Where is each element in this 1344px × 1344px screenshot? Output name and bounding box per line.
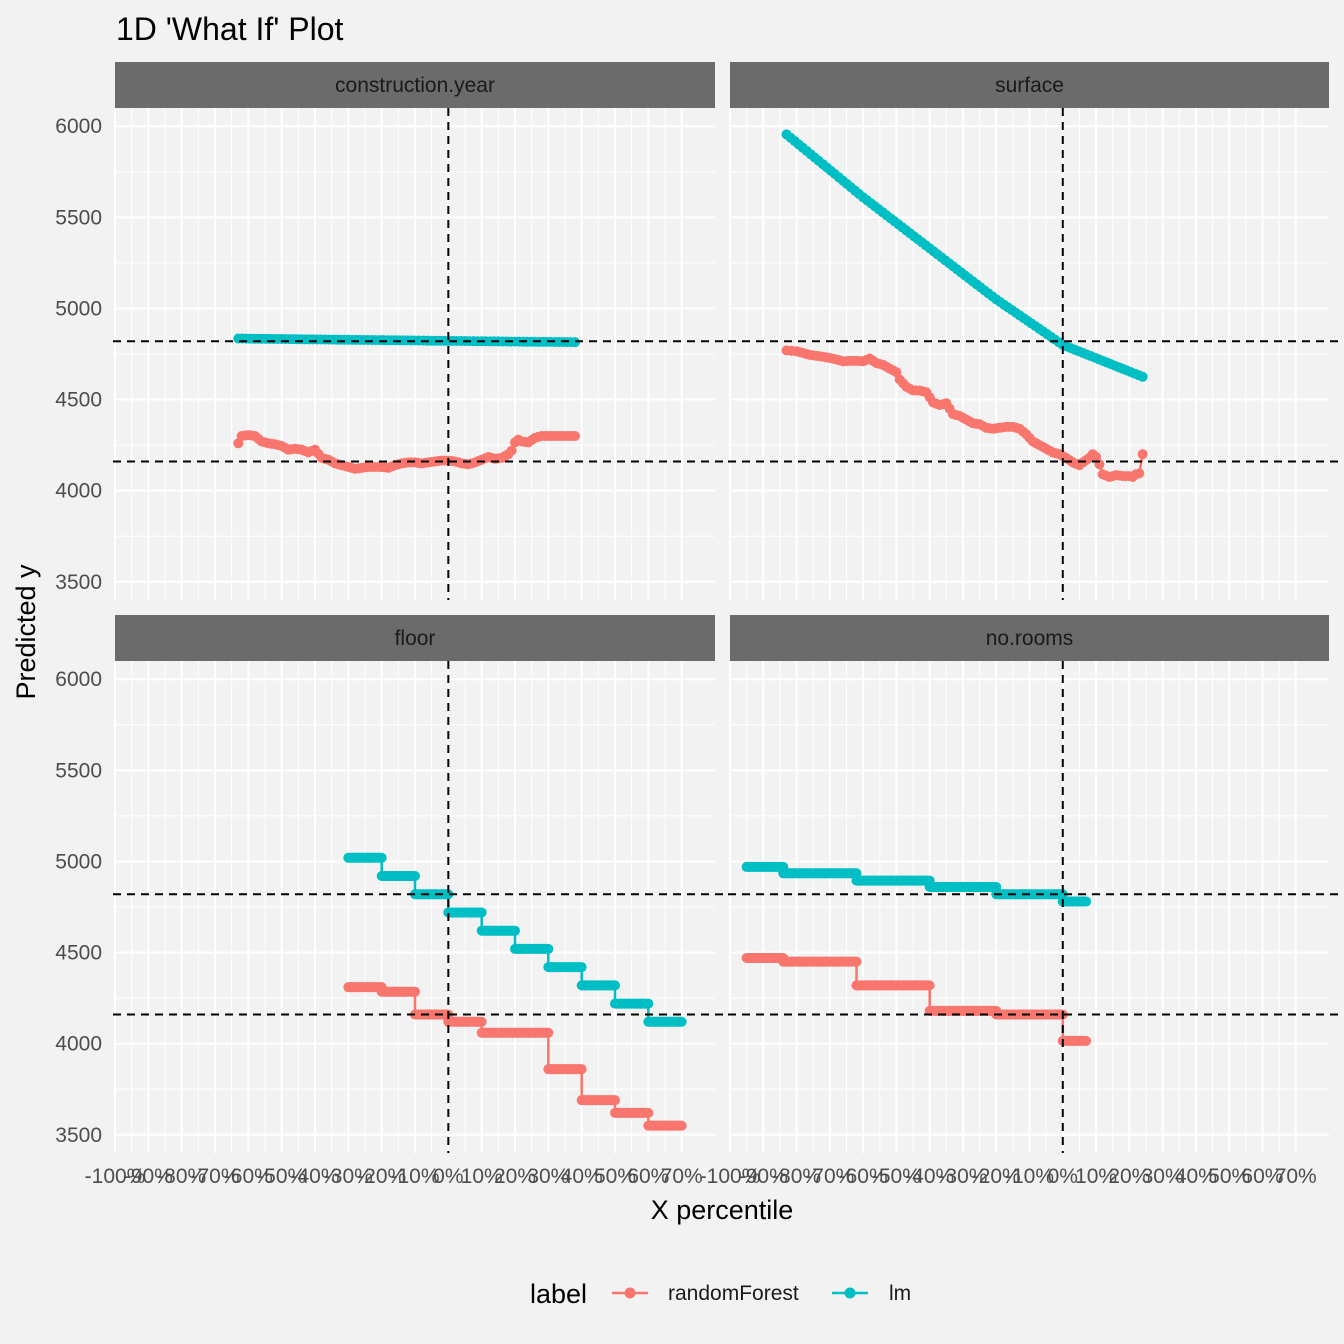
x-tick-label: 30% [527,1165,569,1188]
facet-strip [730,62,1329,108]
y-tick-label: 4000 [55,1033,102,1056]
legend-entry-randomForest: randomForest [612,1282,799,1305]
x-tick-label: -40% [905,1165,954,1188]
x-tick-label: 0% [433,1165,463,1188]
x-tick-label: -30% [324,1165,373,1188]
x-tick-label: 60% [627,1165,669,1188]
x-tick-label: -100% [85,1165,146,1188]
x-tick-label: -70% [190,1165,239,1188]
x-tick-label: 30% [1142,1165,1184,1188]
series-randomForest [781,345,1148,482]
x-tick-label: -100% [700,1165,761,1188]
series-lm [781,129,1148,382]
facet-no-rooms: no.rooms -100%-90%-80%-70%-60%-50%-40%-30… [700,615,1344,1188]
facet-panels: construction.year 3500 4000 4500 5000 5500 600… [55,62,1344,1188]
y-axis-title: Predicted y [11,564,41,700]
legend: label randomForest lm [530,1279,911,1309]
y-tick-label: 5500 [55,759,102,782]
x-tick-label: 40% [561,1165,603,1188]
facet-strip-label: construction.year [335,74,495,97]
facet-construction-year: construction.year 3500 4000 4500 5000 5500 600… [55,62,730,600]
legend-label: lm [889,1282,911,1305]
x-tick-label: -30% [938,1165,987,1188]
series-randomForest [233,430,580,474]
chart-title: 1D 'What If' Plot [116,11,344,47]
x-tick-label: -60% [224,1165,273,1188]
x-tick-label: -50% [872,1165,921,1188]
y-tick-label: 4500 [55,389,102,412]
x-tick-label: 10% [461,1165,503,1188]
x-tick-label: -70% [805,1165,854,1188]
x-tick-label: -10% [390,1165,439,1188]
x-tick-label: -10% [1005,1165,1054,1188]
y-tick-label: 4000 [55,480,102,503]
legend-label: randomForest [668,1282,799,1305]
x-tick-label: -90% [124,1165,173,1188]
x-tick-label: 50% [594,1165,636,1188]
series-lm [741,861,1092,907]
legend-entries: randomForest lm [612,1282,911,1305]
y-tick-label: 5000 [55,850,102,873]
data-point [1134,468,1145,479]
x-tick-label: -20% [357,1165,406,1188]
x-tick-label: -20% [972,1165,1021,1188]
x-tick-label: -80% [157,1165,206,1188]
y-tick-label: 6000 [55,115,102,138]
y-tick-label: 4500 [55,942,102,965]
x-tick-label: 0% [1048,1165,1078,1188]
data-point [506,445,517,456]
data-point [1137,449,1148,460]
y-tick-label: 5500 [55,206,102,229]
x-tick-label: -40% [290,1165,339,1188]
y-tick-label: 5000 [55,297,102,320]
x-tick-label: 20% [1108,1165,1150,1188]
data-point [1137,371,1148,382]
y-tick-label: 3500 [55,571,102,594]
facet-strip [115,615,715,661]
x-tick-label: -60% [839,1165,888,1188]
data-point [570,431,580,441]
x-axis-title: X percentile [651,1195,794,1225]
facet-strip-label: no.rooms [986,627,1074,650]
legend-key-point [624,1287,636,1299]
x-tick-label: 40% [1175,1165,1217,1188]
facet-strip-label: surface [995,74,1064,97]
facet-strip-label: floor [395,627,436,650]
facet-strip [115,62,715,108]
x-tick-label: 70% [661,1165,703,1188]
x-tick-label: 20% [494,1165,536,1188]
facet-surface: surface [728,62,1344,600]
facet-floor: floor 3500 4000 4500 5000 5500 6000 -100%-90%-8… [55,615,730,1188]
legend-title: label [530,1279,587,1309]
y-tick-label: 3500 [55,1124,102,1147]
x-tick-label: 60% [1241,1165,1283,1188]
x-tick-label: 70% [1275,1165,1317,1188]
x-tick-label: 50% [1208,1165,1250,1188]
x-tick-label: -90% [739,1165,788,1188]
y-tick-label: 6000 [55,668,102,691]
legend-key-point [844,1287,856,1299]
legend-entry-lm: lm [832,1282,911,1305]
x-tick-label: -50% [257,1165,306,1188]
x-tick-label: 10% [1075,1165,1117,1188]
series-randomForest [343,982,687,1131]
facet-strip [730,615,1329,661]
x-tick-label: -80% [772,1165,821,1188]
